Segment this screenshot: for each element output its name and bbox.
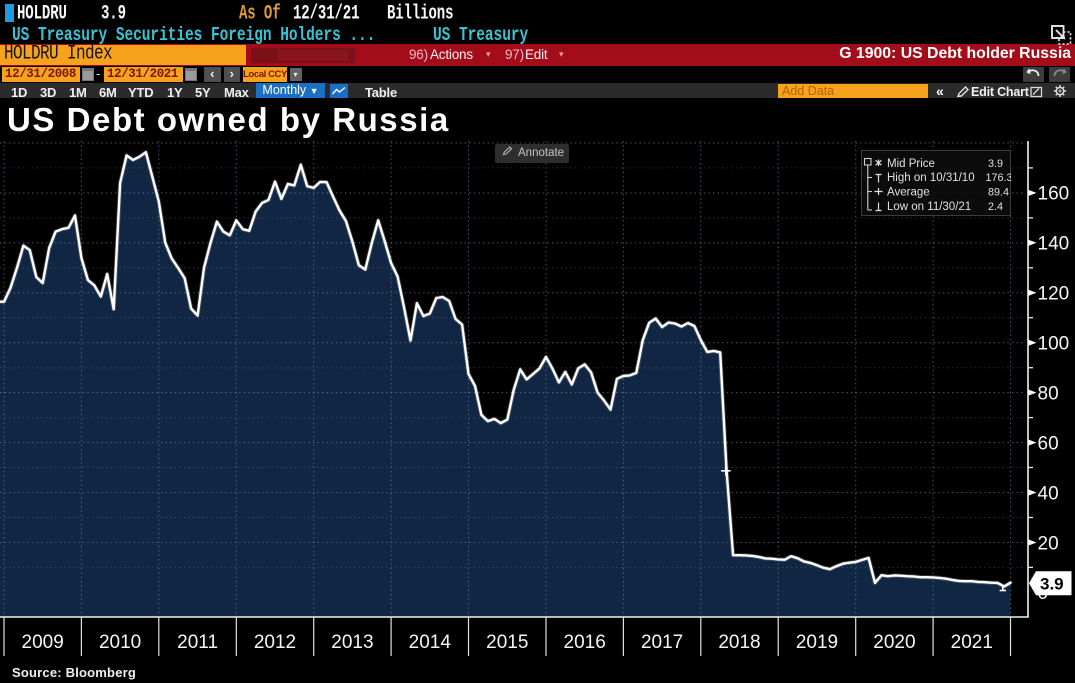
- svg-text:2013: 2013: [331, 632, 373, 653]
- svg-text:Low on 11/30/21: Low on 11/30/21: [887, 201, 971, 213]
- svg-text:2015: 2015: [486, 632, 528, 653]
- svg-text:100: 100: [1038, 334, 1070, 355]
- svg-text:2017: 2017: [641, 632, 683, 653]
- svg-text:89.4: 89.4: [988, 187, 1009, 199]
- svg-text:20: 20: [1038, 533, 1059, 554]
- svg-text:160: 160: [1038, 184, 1070, 205]
- svg-text:3.9: 3.9: [1040, 575, 1064, 594]
- svg-text:60: 60: [1038, 433, 1059, 454]
- svg-text:2011: 2011: [177, 632, 218, 653]
- svg-text:2021: 2021: [951, 632, 993, 653]
- svg-text:Mid Price: Mid Price: [887, 158, 935, 170]
- svg-text:High on 10/31/10: High on 10/31/10: [887, 172, 975, 184]
- svg-text:2.4: 2.4: [988, 201, 1003, 213]
- svg-text:2014: 2014: [409, 632, 452, 653]
- svg-text:120: 120: [1038, 284, 1070, 305]
- svg-text:176.3: 176.3: [986, 172, 1012, 184]
- svg-text:2012: 2012: [254, 632, 296, 653]
- svg-text:Average: Average: [887, 187, 930, 199]
- svg-text:2020: 2020: [873, 632, 915, 653]
- svg-text:2016: 2016: [564, 632, 606, 653]
- svg-text:2018: 2018: [718, 632, 760, 653]
- svg-text:2009: 2009: [22, 632, 64, 653]
- svg-text:2019: 2019: [796, 632, 838, 653]
- svg-text:40: 40: [1038, 483, 1059, 504]
- svg-text:80: 80: [1038, 383, 1059, 404]
- svg-text:2010: 2010: [99, 632, 141, 653]
- svg-text:3.9: 3.9: [988, 158, 1003, 170]
- svg-text:140: 140: [1038, 234, 1070, 255]
